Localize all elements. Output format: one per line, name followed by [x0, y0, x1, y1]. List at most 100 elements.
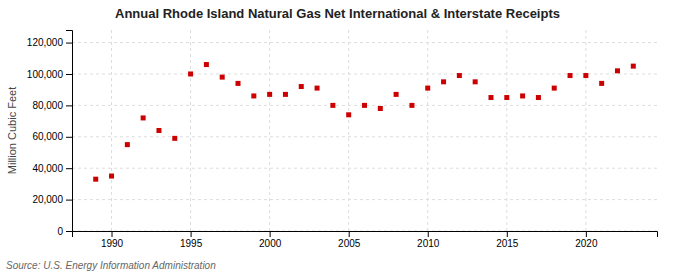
- point: [425, 86, 430, 91]
- point: [141, 115, 146, 120]
- point: [504, 95, 509, 100]
- point: [583, 73, 588, 78]
- x-axis-line: [73, 232, 658, 238]
- point: [109, 174, 114, 179]
- x-tick-label: 2000: [259, 238, 282, 249]
- grid-line-x: [269, 30, 270, 231]
- point: [568, 73, 573, 78]
- y-axis-line: [66, 31, 73, 232]
- point: [441, 79, 446, 84]
- grid-line-y: [72, 168, 657, 169]
- point: [457, 73, 462, 78]
- x-tick-mark: [586, 231, 587, 237]
- x-tick-label: 2010: [417, 238, 440, 249]
- point: [125, 142, 130, 147]
- x-tick: 2015: [496, 231, 519, 249]
- point: [409, 103, 414, 108]
- x-tick: 1995: [180, 231, 203, 249]
- x-tick-label: 2020: [575, 238, 598, 249]
- point: [631, 64, 636, 69]
- chart-container: 1990 1995 2000 2005 2010 2015 2020 0 20,000 40,00…: [0, 0, 675, 275]
- point: [172, 136, 177, 141]
- y-tick-label: 60,000: [32, 131, 63, 142]
- grid-line-y: [72, 136, 657, 137]
- y-tick: 20,000: [32, 194, 72, 205]
- point: [473, 79, 478, 84]
- x-tick-mark: [428, 231, 429, 237]
- y-tick-mark: [66, 105, 72, 106]
- point: [315, 86, 320, 91]
- x-tick: 2010: [417, 231, 440, 249]
- y-tick: 100,000: [27, 69, 72, 80]
- point: [267, 92, 272, 97]
- x-tick-label: 1990: [101, 238, 124, 249]
- y-tick-mark: [66, 137, 72, 138]
- y-tick-mark: [66, 168, 72, 169]
- y-axis: 0 20,000 40,000 60,000 80,000 100,000 120,000: [27, 31, 73, 237]
- grid-line-y: [72, 42, 657, 43]
- grid-line-x: [348, 30, 349, 231]
- point: [93, 177, 98, 182]
- x-tick-mark: [191, 231, 192, 237]
- point: [346, 112, 351, 117]
- y-tick: 120,000: [27, 37, 72, 48]
- y-tick-label: 80,000: [32, 100, 63, 111]
- x-tick-label: 1995: [180, 238, 203, 249]
- x-tick-mark: [112, 231, 113, 237]
- annotation: Source: U.S. Energy Information Administ…: [6, 260, 216, 271]
- grid-line-y: [72, 199, 657, 200]
- y-tick-label: 100,000: [27, 69, 64, 80]
- y-tick: 60,000: [32, 131, 72, 142]
- point: [299, 84, 304, 89]
- y-tick-mark: [66, 74, 72, 75]
- point: [251, 93, 256, 98]
- y-tick: 80,000: [32, 100, 72, 111]
- point: [204, 62, 209, 67]
- point: [552, 86, 557, 91]
- point: [520, 93, 525, 98]
- point: [236, 81, 241, 86]
- point: [488, 95, 493, 100]
- y-tick-label: 20,000: [32, 194, 63, 205]
- x-tick-label: 2005: [338, 238, 361, 249]
- x-tick: 1990: [101, 231, 124, 249]
- x-tick: 2005: [338, 231, 361, 249]
- y-tick-mark: [66, 231, 72, 232]
- point: [362, 103, 367, 108]
- grid-line-x: [427, 30, 428, 231]
- point: [615, 68, 620, 73]
- point: [156, 128, 161, 133]
- x-tick-mark: [270, 231, 271, 237]
- chart-svg: 1990 1995 2000 2005 2010 2015 2020 0 20,000 40,00…: [0, 0, 675, 275]
- x-axis: 1990 1995 2000 2005 2010 2015 2020: [73, 231, 658, 249]
- x-tick-mark: [507, 231, 508, 237]
- x-tick: 2000: [259, 231, 282, 249]
- x-tick-label: 2015: [496, 238, 519, 249]
- points: [93, 62, 636, 182]
- plot-area: 1990 1995 2000 2005 2010 2015 2020 0 20,000 40,00…: [27, 30, 658, 249]
- x-tick-mark: [349, 231, 350, 237]
- x-tick: 2020: [575, 231, 598, 249]
- point: [599, 81, 604, 86]
- point: [394, 92, 399, 97]
- title: Annual Rhode Island Natural Gas Net Inte…: [115, 6, 560, 21]
- grid-line-x: [585, 30, 586, 231]
- y-tick-label: 120,000: [27, 37, 64, 48]
- y-tick-label: 40,000: [32, 163, 63, 174]
- point: [283, 92, 288, 97]
- grid-line-x: [506, 30, 507, 231]
- point: [378, 106, 383, 111]
- y-tick: 40,000: [32, 163, 72, 174]
- point: [188, 71, 193, 76]
- y-tick-label: 0: [57, 226, 63, 237]
- point: [330, 103, 335, 108]
- point: [220, 75, 225, 80]
- y-tick-mark: [66, 43, 72, 44]
- point: [536, 95, 541, 100]
- grid: [72, 30, 657, 231]
- y-tick-mark: [66, 200, 72, 201]
- grid-line-x: [190, 30, 191, 231]
- y-tick: 0: [57, 226, 72, 237]
- y-axis-label: Million Cubic Feet: [6, 87, 18, 174]
- grid-line-x: [111, 30, 112, 231]
